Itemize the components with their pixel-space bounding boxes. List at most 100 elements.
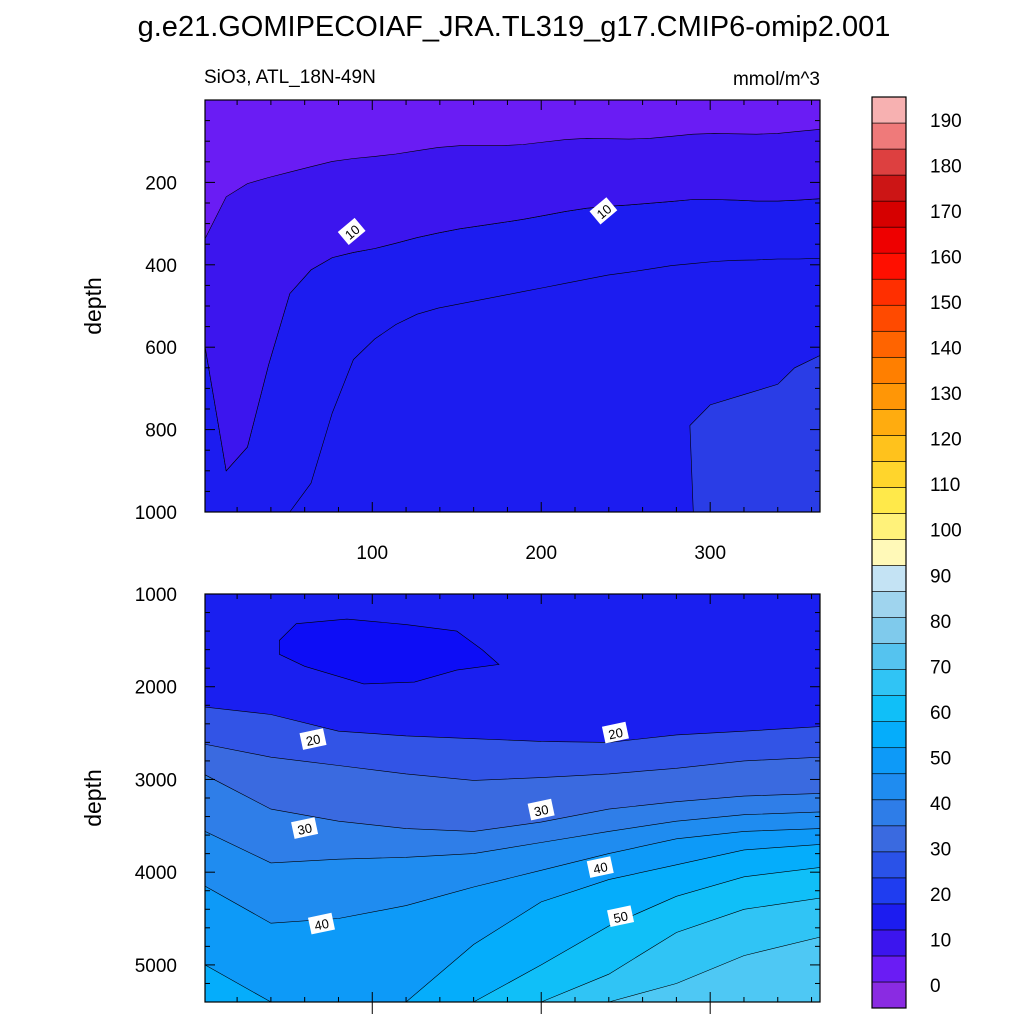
variable-label: SiO3, ATL_18N-49N [204, 67, 376, 88]
lower-contour-label: 40 [307, 912, 335, 935]
lower-contour-label-box [299, 728, 327, 750]
colorbar-tick-label: 180 [930, 156, 962, 177]
upper-contour-label: 10 [337, 217, 366, 246]
colorbar-tick-label: 30 [930, 840, 951, 861]
colorbar-swatch [871, 409, 907, 436]
colorbar-swatch [871, 747, 907, 775]
lower-contour-label: 40 [586, 856, 614, 878]
upper-y-tick-label: 400 [145, 256, 177, 277]
colorbar-swatch [871, 825, 907, 853]
units-label: mmol/m^3 [733, 69, 820, 90]
colorbar-swatch [871, 356, 907, 384]
colorbar-swatch [871, 330, 907, 358]
lower-contour-label-text: 30 [296, 820, 313, 838]
colorbar: 0 10 20 30 40 50 60 70 80 90 100 110 120 130 140 150 160… [871, 96, 962, 1009]
colorbar-swatch [871, 877, 907, 905]
lower-contour-label: 30 [291, 817, 319, 839]
colorbar-tick-label: 130 [930, 384, 962, 405]
colorbar-swatch [871, 96, 907, 124]
upper-contour-label-box [337, 217, 366, 246]
colorbar-swatch [871, 773, 907, 801]
lower-contour-panel: 20 20 30 30 40 40 50 1000 2000 3000 4000 5000 depth [80, 585, 821, 1014]
lower-y-tick-label: 2000 [135, 678, 177, 699]
colorbar-swatch [871, 643, 907, 670]
upper-y-axis-label: depth [80, 277, 106, 335]
colorbar-tick-label: 10 [930, 931, 951, 952]
colorbar-tick-label: 160 [930, 247, 962, 268]
lower-contour-label-text: 30 [533, 802, 550, 820]
colorbar-swatch [871, 799, 907, 827]
figure-title: g.e21.GOMIPECOIAF_JRA.TL319_g17.CMIP6-om… [138, 11, 891, 43]
lower-y-tick-label: 3000 [135, 770, 177, 791]
colorbar-swatch [871, 539, 907, 566]
colorbar-tick-label: 0 [930, 976, 941, 997]
lower-contour-label-box [586, 856, 614, 878]
colorbar-tick-label: 120 [930, 430, 962, 451]
colorbar-tick-label: 110 [930, 475, 960, 496]
colorbar-swatch [871, 252, 907, 280]
colorbar-swatch [871, 148, 907, 176]
colorbar-tick-label: 170 [930, 202, 962, 223]
colorbar-swatch [871, 513, 907, 540]
colorbar-frame [871, 96, 907, 1009]
lower-contour-label-box [601, 721, 629, 744]
colorbar-swatch [871, 383, 907, 410]
upper-contour-panel: 10 10 200 400 600 800 1000 100 200 300 depth [80, 99, 821, 564]
lower-contour-label-text: 50 [612, 908, 629, 926]
upper-region-0-5 [204, 99, 821, 239]
lower-contour-label-box [527, 798, 555, 821]
colorbar-swatch [871, 903, 907, 931]
upper-y-tick-label: 200 [145, 173, 177, 194]
colorbar-tick-label: 190 [930, 111, 962, 132]
colorbar-swatch [871, 200, 907, 228]
lower-contour-label-box [291, 817, 319, 839]
lower-minimum-region [279, 618, 500, 685]
colorbar-swatch [871, 617, 907, 644]
colorbar-tick-label: 70 [930, 657, 951, 678]
upper-x-tick-label: 300 [694, 543, 726, 564]
colorbar-swatch [871, 487, 907, 514]
colorbar-swatch [871, 278, 907, 306]
lower-y-axis-label: depth [80, 769, 106, 827]
lower-contour-label: 20 [299, 728, 327, 750]
colorbar-tick-label: 60 [930, 703, 951, 724]
upper-x-tick-label: 100 [356, 543, 388, 564]
colorbar-tick-label: 40 [930, 794, 951, 815]
colorbar-tick-label: 20 [930, 885, 951, 906]
lower-contour-label: 20 [601, 721, 629, 744]
lower-contour-label-text: 20 [305, 731, 322, 749]
colorbar-tick-label: 150 [930, 293, 962, 314]
colorbar-tick-label: 100 [930, 521, 962, 542]
lower-contour-label-box [607, 905, 635, 928]
colorbar-swatch [871, 122, 907, 150]
upper-y-tick-label: 1000 [135, 503, 177, 524]
colorbar-swatch [871, 955, 907, 983]
colorbar-swatch [871, 304, 907, 332]
upper-y-tick-label: 600 [145, 338, 177, 359]
colorbar-swatch [871, 669, 907, 696]
colorbar-swatch [871, 929, 907, 957]
upper-region-5-10 [204, 99, 821, 472]
lower-contour-label-text: 40 [592, 859, 609, 877]
colorbar-swatch [871, 174, 907, 202]
colorbar-swatch [871, 591, 907, 618]
colorbar-tick-label: 90 [930, 566, 951, 587]
colorbar-swatch [871, 695, 907, 722]
lower-y-tick-label: 4000 [135, 863, 177, 884]
upper-x-tick-label: 200 [525, 543, 557, 564]
colorbar-swatch [871, 226, 907, 254]
lower-contour-label: 30 [527, 798, 555, 821]
colorbar-tick-label: 80 [930, 612, 951, 633]
colorbar-tick-label: 50 [930, 748, 951, 769]
lower-y-tick-label: 1000 [135, 585, 177, 606]
upper-contour-label: 10 [589, 197, 618, 225]
colorbar-swatch [871, 981, 907, 1009]
colorbar-swatch [871, 461, 907, 488]
lower-contour-label-text: 40 [313, 916, 330, 934]
lower-y-tick-label: 5000 [135, 956, 177, 977]
lower-contour-label-box [307, 912, 335, 935]
colorbar-swatch [871, 851, 907, 879]
colorbar-swatch [871, 565, 907, 592]
colorbar-tick-label: 140 [930, 339, 962, 360]
